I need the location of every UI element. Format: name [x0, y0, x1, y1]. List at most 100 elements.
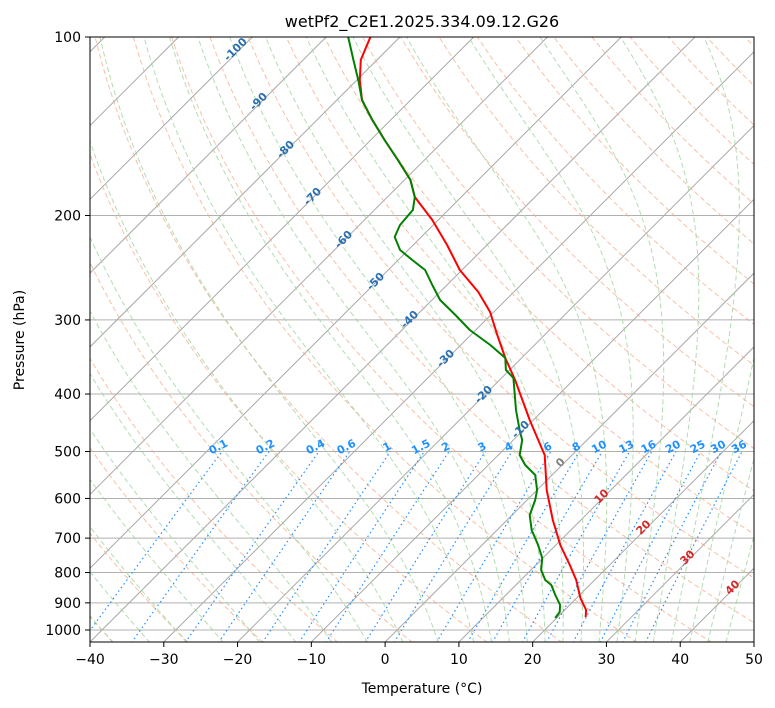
mixing-ratio-label: 1	[381, 439, 394, 454]
moist-adiabat-line	[265, 37, 546, 642]
isotherm-label: 10	[592, 486, 612, 506]
moist-adiabat-line	[90, 478, 224, 642]
dry-adiabat-line	[285, 37, 754, 535]
dry-adiabat-line	[323, 37, 754, 492]
mixing-ratio-line	[645, 451, 743, 642]
y-tick-label: 500	[54, 444, 81, 460]
mixing-ratio-line	[467, 451, 581, 642]
x-tick-label: 0	[381, 652, 390, 668]
dry-adiabat-line	[706, 37, 754, 87]
x-tick-label: −40	[75, 652, 105, 668]
moist-adiabat-line	[99, 37, 439, 642]
dry-adiabat-line	[94, 37, 563, 642]
mixing-ratio-line	[90, 451, 223, 632]
dry-adiabat-line	[744, 37, 754, 47]
isotherm-label: -80	[274, 138, 297, 161]
moist-adiabat-line	[90, 525, 187, 642]
isotherm-label: -10	[509, 418, 532, 441]
dry-adiabat-line	[90, 357, 339, 642]
mixing-ratio-label: 30	[708, 437, 728, 456]
dry-adiabat-line	[553, 37, 754, 245]
mixing-ratio-line	[572, 451, 677, 642]
x-tick-label: −10	[297, 652, 327, 668]
mixing-ratio-label: 25	[688, 438, 708, 457]
moist-adiabat-line	[90, 310, 333, 642]
isotherm-line	[679, 567, 754, 642]
x-axis-label: Temperature (°C)	[361, 681, 483, 697]
moist-adiabat-line	[90, 427, 261, 642]
isotherm-line	[90, 37, 622, 569]
moist-adiabat-line	[90, 235, 368, 642]
mixing-ratio-label: 16	[639, 437, 659, 456]
y-tick-label: 900	[54, 596, 81, 612]
isotherm-label: -90	[247, 90, 270, 113]
mixing-ratio-label: 4	[502, 439, 515, 454]
moist-adiabat-line	[670, 37, 740, 642]
x-tick-label: −20	[223, 652, 253, 668]
moist-adiabat-line	[707, 456, 754, 642]
dry-adiabat-line	[132, 37, 638, 642]
isotherm-line	[531, 419, 754, 642]
moist-adiabat-line	[90, 372, 297, 642]
mixing-ratio-label: 10	[589, 437, 609, 456]
series-layer	[347, 37, 588, 619]
isotherm-label: 20	[634, 517, 654, 537]
isotherm-label: -20	[472, 383, 495, 406]
dry-adiabat-line	[629, 37, 754, 165]
isotherm-line	[90, 37, 327, 274]
mixing-ratio-label: 36	[729, 437, 749, 456]
x-tick-label: 10	[450, 652, 468, 668]
isotherm-label: 30	[678, 547, 698, 567]
y-axis-label: Pressure (hPa)	[12, 290, 28, 390]
moist-adiabat-line	[90, 139, 404, 642]
isotherm-line	[458, 346, 754, 642]
mixing-ratio-line	[325, 451, 450, 642]
mixing-ratio-line	[364, 451, 486, 642]
x-tick-label: 50	[745, 652, 763, 668]
x-axis: −40 −30 −20 −10 0 10 20 30 40 50	[75, 642, 763, 668]
isotherm-line	[236, 124, 754, 642]
isotherm-line	[384, 272, 754, 642]
isotherm-line	[90, 37, 696, 642]
dry-adiabat-line	[171, 37, 713, 642]
y-tick-label: 700	[54, 531, 81, 547]
isotherm-label: 40	[723, 577, 743, 597]
isotherm-label: -100	[221, 35, 250, 64]
dry-adiabat-line	[90, 532, 189, 642]
isotherm-line	[90, 37, 548, 496]
dry-adiabat-line	[90, 152, 488, 642]
dry-adiabat-line	[362, 37, 754, 450]
x-tick-label: 20	[524, 652, 542, 668]
isotherm-line	[310, 198, 754, 642]
moist-adiabat-line	[725, 534, 754, 642]
isotherm-label: 0	[553, 455, 568, 470]
moist-adiabat-line	[352, 37, 584, 642]
mixing-ratio-label: 0.6	[335, 436, 359, 457]
moist-adiabat-line	[689, 355, 754, 642]
mixing-ratio-label: 20	[663, 437, 683, 456]
isotherm-label: -60	[332, 228, 355, 251]
isotherm-label: -40	[398, 308, 421, 331]
x-tick-label: −30	[149, 652, 179, 668]
mixing-ratio-line	[622, 451, 722, 642]
mixing-ratio-line	[185, 451, 320, 642]
mixing-ratio-label: 0.2	[254, 437, 277, 458]
moist-adiabat-line	[143, 37, 475, 642]
dry-adiabat-line	[209, 37, 754, 624]
y-tick-label: 800	[54, 566, 81, 582]
mixing-ratio-line	[262, 451, 391, 642]
isotherm-line	[90, 37, 253, 201]
x-tick-label: 30	[598, 652, 616, 668]
x-tick-label: 40	[671, 652, 689, 668]
chart-title: wetPf2_C2E1.2025.334.09.12.G26	[285, 12, 559, 32]
dry-adiabat-line	[438, 37, 754, 366]
mixing-ratio-label: 13	[617, 438, 637, 457]
isotherm-label: -50	[364, 270, 387, 293]
dewpoint-profile-line	[347, 37, 562, 619]
dry-adiabat-line	[515, 37, 754, 285]
mixing-ratio-line	[599, 451, 702, 642]
isotherm-line	[90, 37, 401, 348]
isotherm-line	[90, 37, 475, 422]
y-axis: 100 200 300 400 500 600 700 800 900 1000	[45, 30, 90, 639]
